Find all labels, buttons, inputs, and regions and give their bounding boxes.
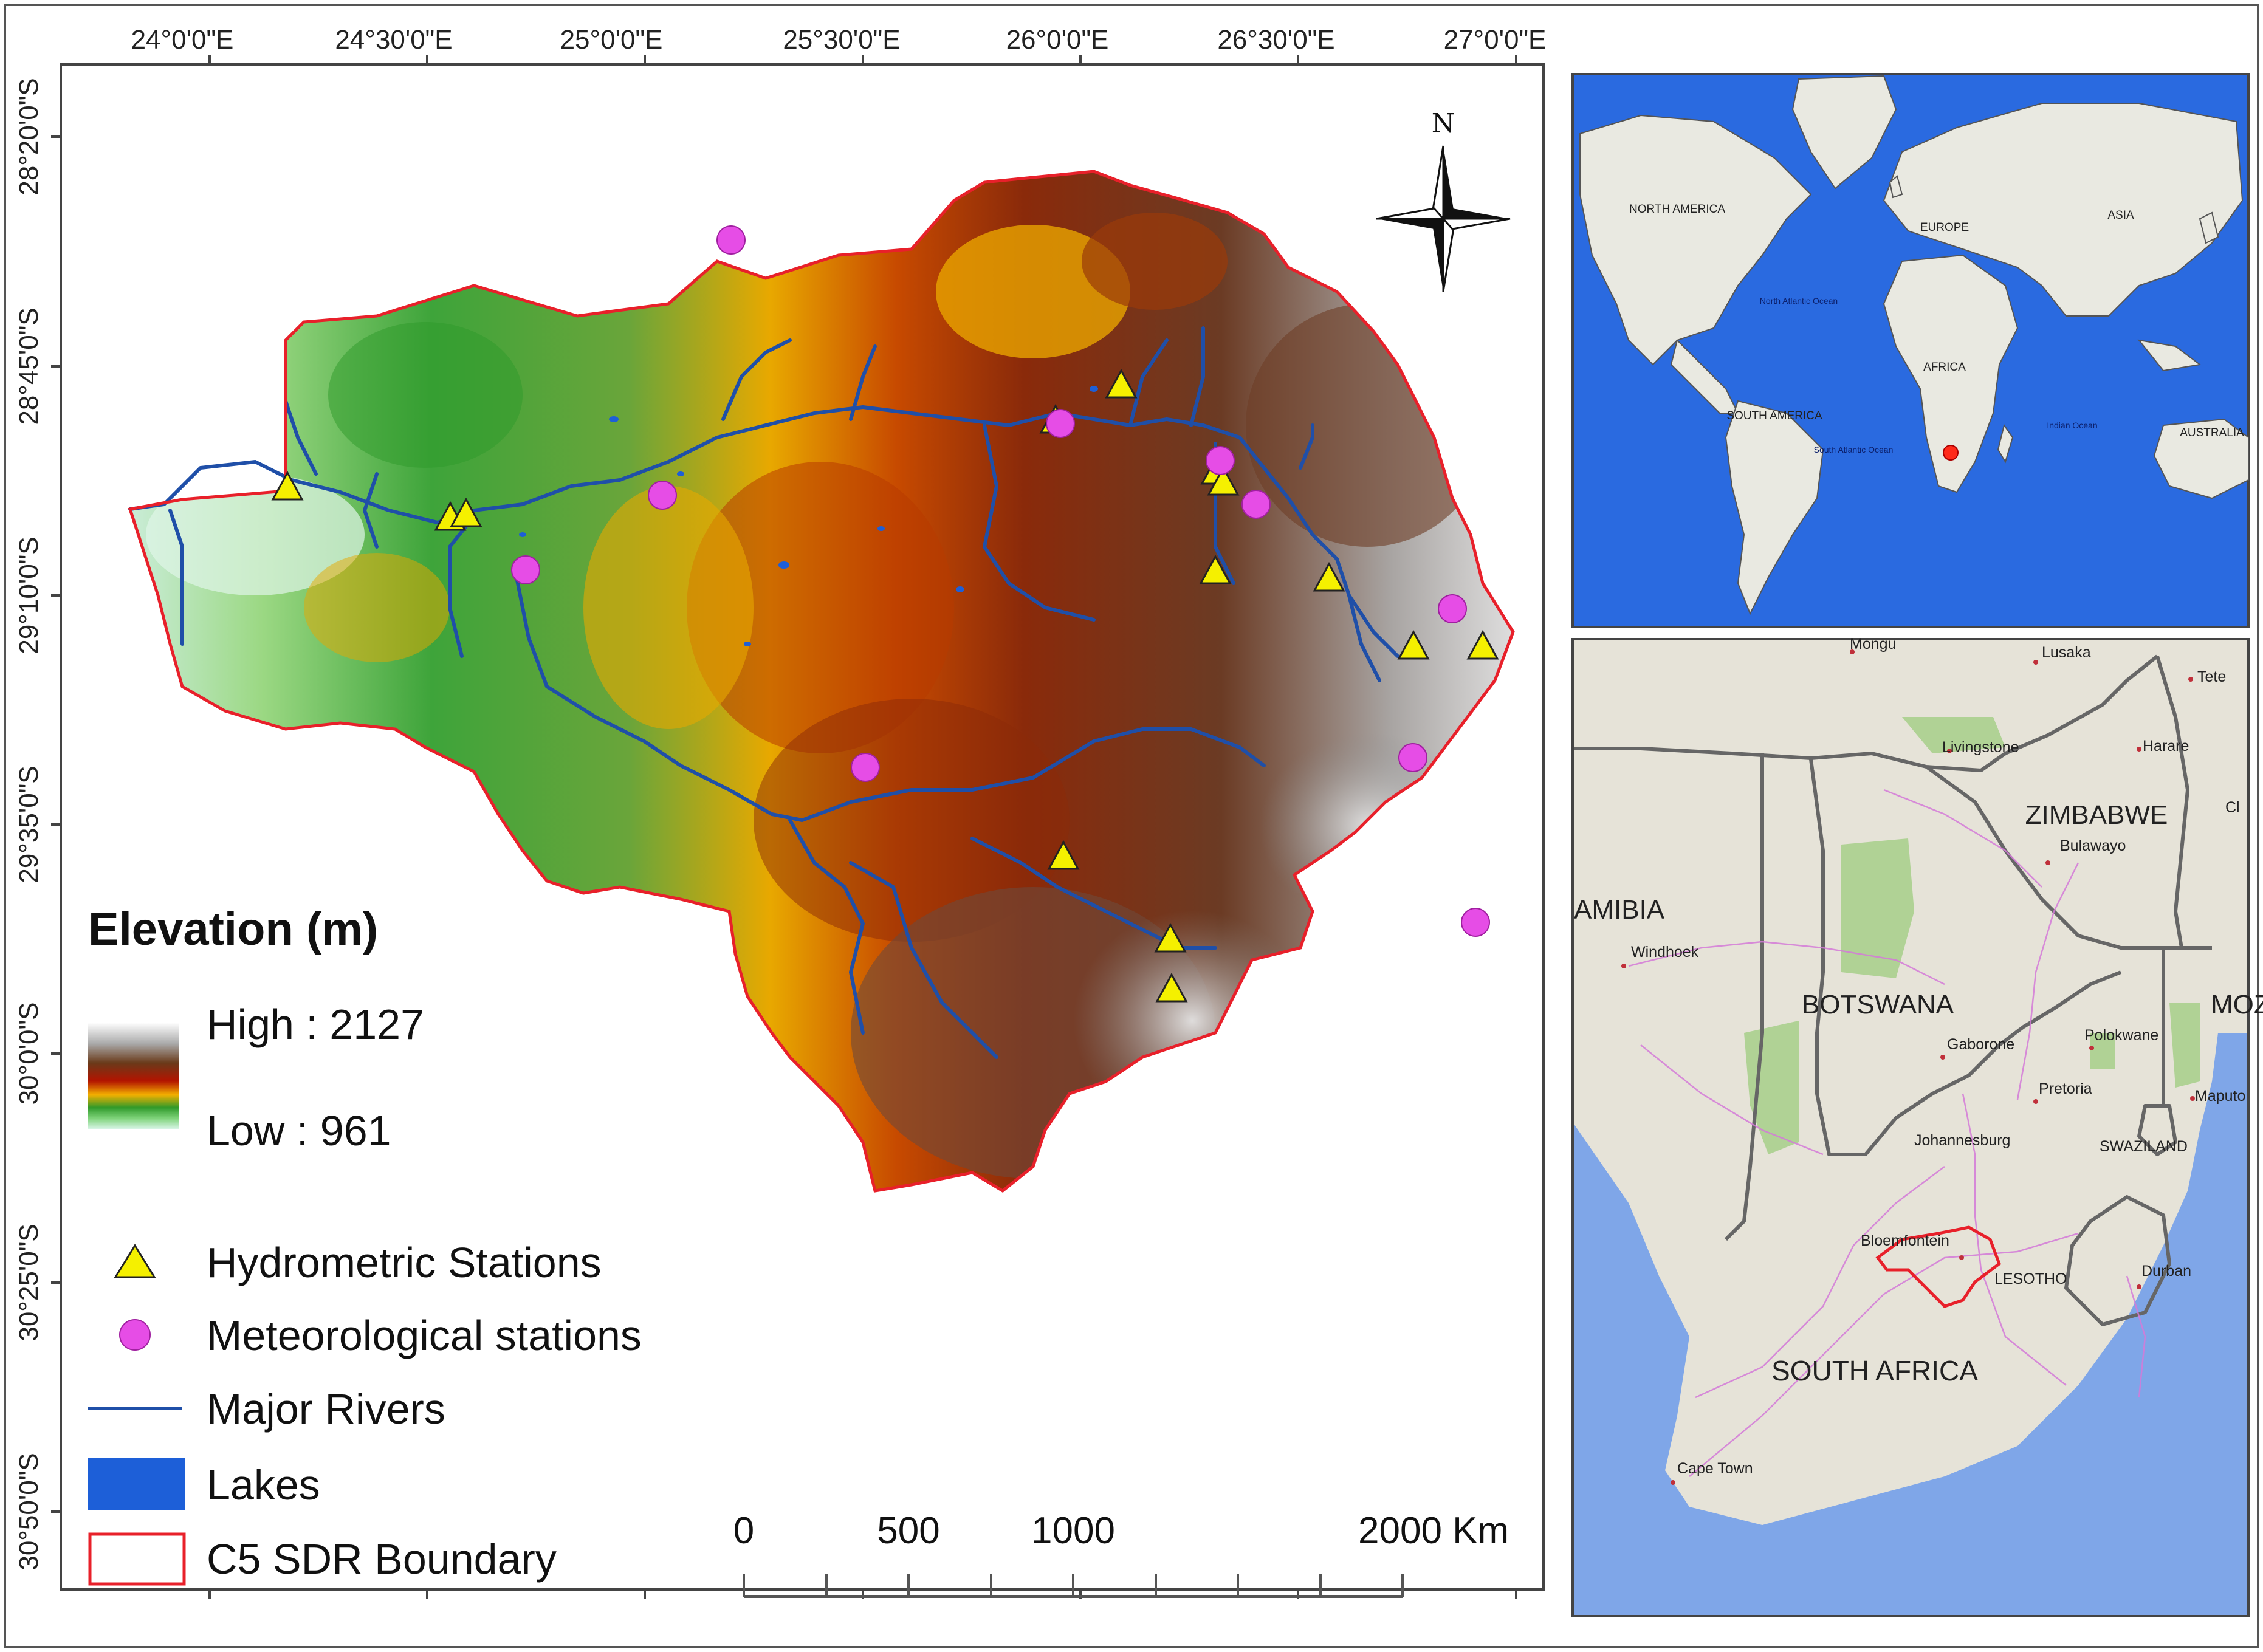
- hydro-station: [1155, 972, 1188, 1003]
- hydro-station: [1047, 840, 1080, 870]
- tick-top-7: 27°0'0"E: [1444, 25, 1547, 55]
- world-label-australia: AUSTRALIA: [2180, 427, 2244, 439]
- legend: Elevation (m) High : 2127 Low : 961 Hydr…: [88, 903, 642, 1586]
- scale-label-1000: 1000: [1031, 1510, 1115, 1552]
- legend-met: Meteorological stations: [207, 1312, 642, 1359]
- hydro-station: [271, 470, 304, 501]
- city-mongu: Mongu: [1850, 636, 1896, 653]
- legend-low: Low : 961: [207, 1107, 391, 1154]
- country-mozambique: MOZ: [2211, 990, 2263, 1020]
- country-swaziland: SWAZILAND: [2100, 1138, 2188, 1155]
- region-inset: Mongu Lusaka Tete Livingstone Harare Bul…: [1571, 636, 2263, 1617]
- legend-title: Elevation (m): [88, 903, 378, 955]
- legend-rivers: Major Rivers: [207, 1385, 445, 1433]
- tick-top-5: 26°0'0"E: [1006, 25, 1109, 55]
- met-station: [1046, 409, 1075, 438]
- country-zimbabwe: ZIMBABWE: [2025, 800, 2168, 830]
- city-polokwane: Polokwane: [2084, 1027, 2158, 1044]
- legend-boundary: C5 SDR Boundary: [207, 1535, 557, 1583]
- hydro-station: [1105, 368, 1138, 399]
- met-station: [1206, 446, 1235, 475]
- tick-left-7: 30°50'0"S: [14, 1453, 44, 1570]
- hydro-station: [1154, 922, 1187, 953]
- world-label-asia: ASIA: [2107, 209, 2134, 222]
- city-bulawayo: Bulawayo: [2060, 837, 2126, 854]
- world-ocean-indian: Indian Ocean: [2047, 420, 2097, 430]
- city-pretoria: Pretoria: [2039, 1080, 2092, 1097]
- legend-met-symbol: [119, 1319, 151, 1351]
- world-ocean-south-atlantic: South Atlantic Ocean: [1814, 445, 1894, 454]
- scale-label-0: 0: [733, 1510, 754, 1552]
- tick-left-6: 30°25'0"S: [14, 1224, 44, 1341]
- tick-left-2: 28°45'0"S: [14, 307, 44, 425]
- city-lusaka: Lusaka: [2042, 644, 2091, 661]
- c5-sdr-boundary: [128, 170, 1515, 1193]
- tick-left-5: 30°0'0"S: [14, 1003, 44, 1105]
- met-station: [1461, 908, 1490, 937]
- tick-left-4: 29°35'0"S: [14, 766, 44, 883]
- city-cl: Cl: [2225, 799, 2240, 816]
- scale-label-500: 500: [877, 1510, 939, 1552]
- city-livingstone: Livingstone: [1942, 739, 2019, 756]
- city-johannesburg: Johannesburg: [1914, 1132, 2010, 1149]
- meteorological-stations: [511, 225, 1490, 937]
- north-label: N: [1432, 108, 1455, 139]
- lakes-layer: [519, 386, 1098, 646]
- tick-left-3: 29°10'0"S: [14, 536, 44, 654]
- met-station: [851, 753, 880, 782]
- legend-lakes-symbol: [88, 1458, 185, 1510]
- tick-left-1: 28°20'0"S: [14, 78, 44, 195]
- tick-top-3: 25°0'0"E: [560, 25, 663, 55]
- legend-hydro-symbol: [114, 1244, 156, 1278]
- graticule-ticks: [51, 55, 1517, 1599]
- city-maputo: Maputo: [2195, 1088, 2245, 1105]
- region-study-area: [1875, 1225, 2001, 1308]
- legend-boundary-symbol: [88, 1532, 186, 1586]
- rivers-layer: [128, 326, 1399, 1059]
- legend-hydro: Hydrometric Stations: [207, 1239, 602, 1286]
- legend-lakes: Lakes: [207, 1461, 320, 1509]
- city-gaborone: Gaborone: [1947, 1036, 2014, 1053]
- hydro-station: [1466, 629, 1499, 660]
- tick-top-2: 24°30'0"E: [335, 25, 452, 55]
- country-namibia: AMIBIA: [1574, 895, 1665, 925]
- scale-label-2000: 2000 Km: [1358, 1510, 1509, 1552]
- hydro-station: [1199, 554, 1232, 584]
- country-botswana: BOTSWANA: [1802, 990, 1954, 1020]
- elevation-colorbar: [88, 1023, 179, 1129]
- hydro-station: [450, 497, 482, 527]
- legend-high: High : 2127: [207, 1001, 424, 1048]
- hydro-station: [1313, 561, 1345, 592]
- hydro-station: [1397, 629, 1430, 660]
- city-cape-town: Cape Town: [1677, 1460, 1753, 1477]
- world-label-europe: EUROPE: [1920, 221, 1969, 234]
- city-harare: Harare: [2143, 738, 2189, 755]
- country-lesotho: LESOTHO: [1994, 1270, 2067, 1287]
- study-area-marker: [1943, 445, 1959, 461]
- city-durban: Durban: [2141, 1263, 2191, 1280]
- north-arrow: N: [1376, 108, 1511, 292]
- tick-top-4: 25°30'0"E: [783, 25, 900, 55]
- world-label-south-america: SOUTH AMERICA: [1726, 410, 1822, 422]
- city-tete: Tete: [2197, 668, 2226, 685]
- scale-bar: 0 500 1000 2000 Km: [733, 1510, 1509, 1598]
- met-station: [1241, 490, 1271, 519]
- met-station: [648, 481, 677, 510]
- country-south-africa: SOUTH AFRICA: [1771, 1355, 1978, 1386]
- hydrometric-stations: [271, 368, 1499, 1003]
- world-ocean-north-atlantic: North Atlantic Ocean: [1760, 296, 1838, 306]
- world-inset: NORTH AMERICA EUROPE ASIA AFRICA SOUTH A…: [1571, 73, 2250, 628]
- met-station: [1398, 743, 1427, 772]
- world-label-north-america: NORTH AMERICA: [1629, 203, 1725, 216]
- tick-top-1: 24°0'0"E: [131, 25, 234, 55]
- met-station: [716, 225, 746, 255]
- world-label-africa: AFRICA: [1923, 361, 1966, 374]
- city-windhoek: Windhoek: [1631, 944, 1699, 961]
- tick-top-6: 26°30'0"E: [1217, 25, 1334, 55]
- hydro-station: [1207, 465, 1240, 496]
- met-station: [511, 555, 540, 584]
- city-bloemfontein: Bloemfontein: [1861, 1232, 1949, 1249]
- met-station: [1438, 594, 1467, 623]
